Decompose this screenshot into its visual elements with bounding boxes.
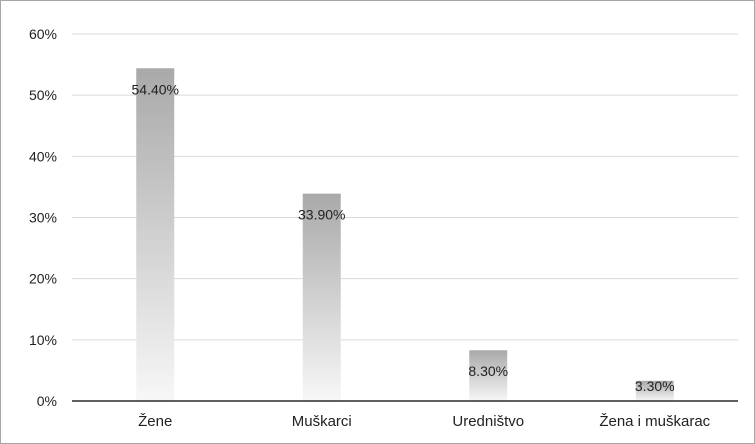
y-axis-ticks: 0% 10% 20% 30% 40% 50% 60%	[29, 26, 57, 409]
bar-value-label: 33.90%	[298, 207, 345, 223]
y-tick-label: 30%	[29, 210, 57, 226]
bar-value-label: 3.30%	[635, 378, 675, 394]
bar-value-label: 8.30%	[468, 363, 508, 379]
bar-value-label: 54.40%	[132, 81, 179, 97]
x-category-label: Žene	[138, 413, 172, 430]
y-tick-label: 20%	[29, 271, 57, 287]
bars	[136, 68, 674, 402]
x-category-label: Muškarci	[292, 413, 352, 430]
y-tick-label: 10%	[29, 332, 57, 348]
data-labels: 54.40% 33.90% 8.30% 3.30%	[132, 81, 675, 394]
bar	[635, 380, 674, 401]
y-tick-label: 0%	[37, 393, 57, 409]
x-category-label: Žena i muškarac	[599, 413, 710, 430]
y-tick-label: 60%	[29, 26, 57, 42]
bar	[302, 193, 341, 401]
x-category-label: Uredništvo	[452, 413, 524, 430]
y-tick-label: 50%	[29, 87, 57, 103]
bar	[136, 68, 175, 402]
y-tick-label: 40%	[29, 148, 57, 164]
gridlines	[72, 33, 738, 341]
x-axis-categories: Žene Muškarci Uredništvo Žena i muškarac	[138, 413, 711, 430]
bar	[469, 350, 508, 401]
